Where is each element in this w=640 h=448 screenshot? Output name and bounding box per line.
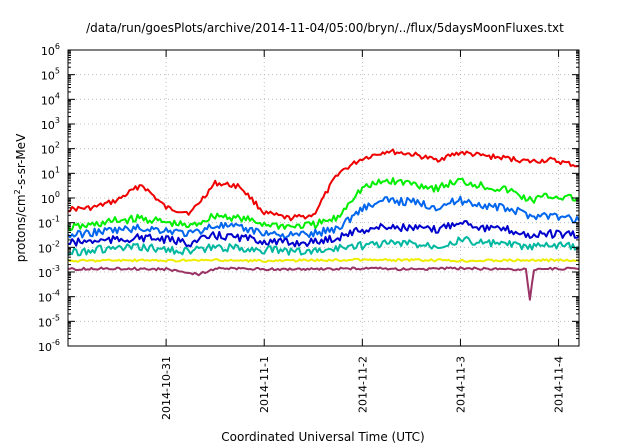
series-line	[67, 266, 580, 301]
y-tick-base: 10	[38, 316, 52, 329]
y-tick-exponent: -5	[52, 313, 60, 322]
y-tick-label: 105	[41, 67, 60, 83]
y-axis-label-base: protons/cm	[14, 194, 28, 262]
y-tick-base: 10	[38, 292, 52, 305]
y-tick-label: 10-6	[38, 338, 60, 354]
y-tick-label: 10-5	[38, 313, 60, 329]
y-tick-exponent: -2	[52, 239, 60, 248]
y-tick-base: 10	[38, 242, 52, 255]
y-tick-label: 10-2	[38, 239, 60, 255]
y-tick-exponent: -1	[52, 215, 60, 224]
x-axis-ticks: 2014-10-31 2014-11-1 2014-11-2 2014-11-3 201…	[160, 50, 566, 420]
y-tick-label: 10-4	[38, 289, 60, 305]
y-tick-exponent: 6	[55, 42, 60, 51]
y-tick-base: 10	[41, 193, 55, 206]
y-tick-label: 106	[41, 42, 60, 58]
y-tick-base: 10	[41, 144, 55, 157]
y-tick-label: 102	[41, 141, 60, 157]
x-tick-label: 2014-10-31	[160, 356, 173, 420]
series-line	[67, 220, 580, 248]
y-tick-label: 100	[41, 190, 60, 206]
y-tick-exponent: 2	[55, 141, 60, 150]
y-tick-exponent: 1	[55, 165, 60, 174]
y-tick-exponent: -4	[52, 289, 60, 298]
y-tick-base: 10	[41, 45, 55, 58]
series-line	[67, 236, 579, 257]
series-lines	[67, 148, 580, 301]
y-axis-label-rest: -s-sr-MeV	[14, 133, 28, 189]
y-tick-exponent: 0	[55, 190, 60, 199]
y-tick-base: 10	[41, 94, 55, 107]
x-tick-label: 2014-11-1	[258, 356, 271, 413]
series-line	[67, 257, 580, 263]
y-tick-exponent: 5	[55, 67, 60, 76]
y-tick-exponent: 3	[55, 116, 60, 125]
y-tick-label: 10-1	[38, 215, 60, 231]
y-tick-base: 10	[41, 70, 55, 83]
y-axis-ticks: 10-610-510-410-310-210-11001011021031041…	[38, 42, 579, 354]
series-line	[67, 177, 580, 232]
chart-title: /data/run/goesPlots/archive/2014-11-04/0…	[86, 21, 564, 35]
y-tick-base: 10	[38, 218, 52, 231]
series-line	[68, 148, 580, 222]
y-tick-exponent: -3	[52, 264, 60, 273]
y-axis-label: protons/cm2-s-sr-MeV	[13, 133, 28, 262]
y-tick-label: 104	[41, 91, 60, 107]
y-tick-base: 10	[41, 119, 55, 132]
x-tick-label: 2014-11-2	[356, 356, 369, 413]
y-tick-label: 101	[41, 165, 60, 181]
y-tick-base: 10	[41, 168, 55, 181]
y-tick-exponent: 4	[55, 91, 60, 100]
x-axis-label: Coordinated Universal Time (UTC)	[221, 430, 424, 444]
x-tick-label: 2014-11-4	[553, 356, 566, 413]
y-tick-label: 10-3	[38, 264, 60, 280]
series-line	[67, 195, 580, 240]
y-tick-label: 103	[41, 116, 60, 132]
y-axis-label-sup: 2	[13, 189, 22, 194]
x-tick-label: 2014-11-3	[454, 356, 467, 413]
y-tick-base: 10	[38, 267, 52, 280]
y-tick-base: 10	[38, 341, 52, 354]
y-tick-exponent: -6	[52, 338, 60, 347]
